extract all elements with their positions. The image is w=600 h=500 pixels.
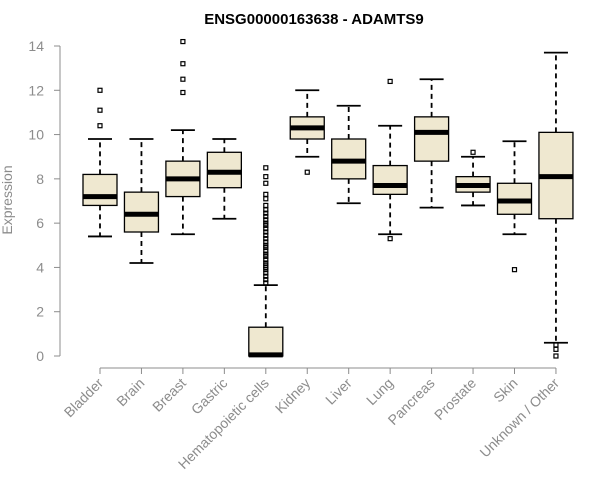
x-tick-label: Prostate [431,375,479,423]
outlier-point [263,270,269,276]
outlier-point [263,196,269,202]
outlier-point [263,202,269,209]
outlier-point [263,226,269,232]
box-group [331,104,367,205]
box-group [372,78,408,242]
outlier-point [180,61,186,67]
y-tick-label: 4 [36,259,44,275]
outlier-point [263,220,269,226]
box [413,116,450,162]
outlier-point [263,180,269,186]
box-group [538,51,574,359]
outlier-point [263,248,269,254]
outlier-point [97,107,103,113]
outlier-point [387,236,393,242]
y-tick-label: 0 [36,348,44,364]
outlier-point [263,257,269,263]
outlier-point [263,280,269,286]
x-tick-label: Breast [149,375,189,415]
x-tick-label: Kidney [272,375,314,417]
outlier-point [263,251,269,257]
box [248,326,284,357]
x-tick-label: Liver [322,375,355,408]
y-tick-label: 12 [28,82,44,98]
outlier-point [180,76,186,82]
y-tick-label: 14 [28,38,44,54]
outlier-point [180,38,186,45]
outlier-point [387,78,393,85]
box-group [206,138,243,220]
outlier-point [263,277,269,283]
box [372,164,408,196]
outlier-point [97,123,103,129]
outlier-point [263,217,269,223]
box-group [413,78,450,209]
outlier-point [553,342,559,348]
x-tick-label: Unknown / Other [476,375,562,461]
box-group [455,149,491,207]
y-tick-label: 6 [36,215,44,231]
outlier-point [263,165,269,171]
outlier-point [180,89,186,96]
box-group [289,89,325,175]
outlier-point [304,169,310,175]
outlier-point [263,229,269,235]
outlier-point [97,87,103,93]
outlier-point [263,213,269,220]
outlier-point [263,242,269,248]
outlier-point [263,236,269,242]
box-group [82,87,118,238]
outlier-point [263,273,269,279]
outlier-point [553,346,559,352]
y-tick-label: 2 [36,304,44,320]
outlier-point [470,149,476,155]
x-tick-label: Lung [363,375,396,408]
outlier-point [511,267,518,273]
y-axis-label: Expression [0,165,15,234]
box [82,173,118,207]
plot-area [82,38,574,359]
chart-title: ENSG00000163638 - ADAMTS9 [204,11,424,28]
x-tick-label: Skin [490,375,521,406]
outlier-point [263,239,269,245]
y-tick-label: 8 [36,171,44,187]
x-tick-label: Brain [113,375,147,409]
box-group [496,140,533,273]
box-group [248,165,284,358]
outlier-point [263,191,269,197]
outlier-point [263,174,269,180]
x-tick-label: Bladder [61,375,107,421]
outlier-point [263,260,269,266]
outlier-point [263,210,269,216]
outlier-point [263,232,269,238]
y-tick-label: 10 [28,127,44,143]
outlier-point [553,353,559,359]
y-axis: 0 2 4 6 8 10 12 14 [28,38,61,364]
box-group [123,138,160,264]
box-group [165,38,201,236]
